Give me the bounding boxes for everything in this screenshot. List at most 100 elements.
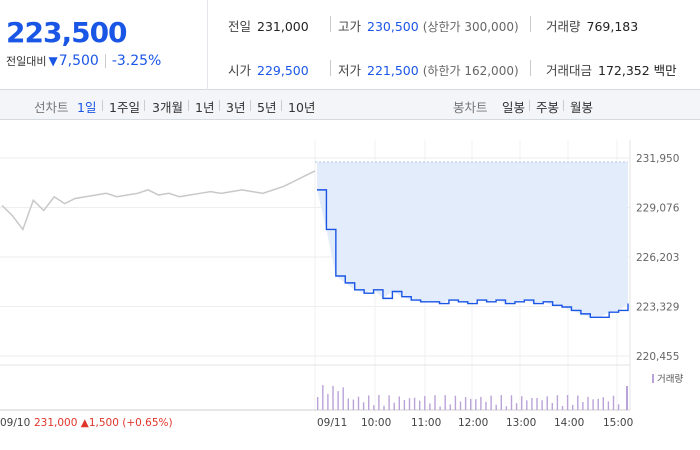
quote-summary-panel: 223,500 전일대비 ▼ 7,500 -3.25% 전일 231,000 고가…: [0, 0, 700, 90]
period-1d[interactable]: 1일: [77, 100, 97, 115]
candle-chart-label: 봉차트: [453, 100, 488, 115]
stat-sub: (상한가 300,000): [422, 20, 519, 34]
y-tick-label: 231,950: [636, 153, 679, 165]
x-tick-label: 09/11: [317, 417, 347, 429]
volume-bar: [464, 397, 467, 410]
price-area-fill: [317, 161, 628, 318]
volume-bar: [398, 396, 400, 410]
x-tick-label: 10:00: [361, 417, 391, 429]
x-tick-label: 15:00: [603, 417, 633, 429]
volume-bar: [612, 395, 615, 410]
stat-open: 시가 229,500: [228, 60, 309, 79]
chart-toolbar: 선차트 1일 1주일 3개월 1년 3년 5년 10년 봉차트 일봉 주봉 월봉: [0, 90, 700, 120]
volume-bar: [434, 395, 436, 410]
line-chart-label: 선차트: [34, 100, 69, 115]
volume-bar: [383, 405, 385, 410]
stat-amount: 거래대금 172,352 백만: [546, 60, 677, 79]
volume-bar: [521, 396, 523, 410]
volume-bar: [485, 401, 487, 410]
volume-bar: [444, 395, 446, 410]
divider: [144, 100, 145, 111]
volume-legend: 거래량: [657, 373, 683, 385]
change-label: 전일대비: [6, 55, 47, 68]
volume-bar: [454, 395, 457, 410]
volume-bar: [526, 400, 528, 410]
period-5y[interactable]: 5년: [257, 100, 277, 115]
volume-bar: [332, 385, 334, 410]
prev-day-close: 231,000: [34, 417, 81, 429]
volume-bar: [337, 391, 339, 410]
period-1w[interactable]: 1주일: [109, 100, 140, 115]
stat-value: 221,500: [367, 63, 419, 78]
period-3m[interactable]: 3개월: [152, 100, 183, 115]
volume-bar: [429, 403, 431, 410]
volume-bar: [556, 395, 559, 410]
divider: [530, 60, 531, 76]
period-10y[interactable]: 10년: [288, 100, 316, 115]
stat-value: 231,000: [257, 19, 309, 34]
candle-weekly[interactable]: 주봉: [536, 100, 560, 115]
down-triangle-icon: ▼: [48, 54, 58, 68]
price-chart: 231,950 229,076 226,203 223,329 220,455 거래량 09…: [0, 120, 700, 450]
stat-label: 전일: [228, 19, 252, 34]
volume-bar: [536, 398, 538, 410]
current-price: 223,500: [6, 16, 128, 49]
volume-bar: [342, 387, 344, 410]
stat-label: 고가: [338, 19, 362, 34]
stat-label: 시가: [228, 63, 252, 78]
stat-value: 229,500: [257, 63, 309, 78]
volume-bar: [500, 395, 502, 410]
price-chart-svg: 231,950 229,076 226,203 223,329 220,455 거래량 09…: [0, 140, 683, 429]
price-stats: 전일 231,000 고가 230,500 (상한가 300,000) 거래량 769,…: [208, 0, 700, 90]
volume-bar: [368, 395, 370, 410]
volume-bar: [617, 404, 620, 410]
volume-bar: [582, 401, 584, 410]
volume-bar: [393, 402, 395, 410]
volume-bar: [424, 396, 426, 410]
y-tick-label: 223,329: [636, 302, 679, 314]
stat-value: 230,500: [367, 19, 419, 34]
change-row: 전일대비 ▼ 7,500 -3.25%: [6, 53, 161, 69]
divider: [529, 100, 530, 111]
stat-low: 저가 221,500 (하한가 162,000): [338, 60, 519, 79]
stat-label: 거래량: [546, 19, 581, 34]
volume-bar: [515, 403, 518, 410]
period-1y[interactable]: 1년: [195, 100, 215, 115]
volume-legend-swatch: [652, 374, 654, 383]
volume-bar: [347, 398, 349, 410]
volume-bar: [510, 395, 513, 410]
current-price-box: 223,500 전일대비 ▼ 7,500 -3.25%: [0, 0, 208, 90]
volume-bar: [408, 398, 411, 410]
volume-bar: [413, 397, 416, 410]
divider: [102, 100, 103, 111]
stat-label: 저가: [338, 63, 362, 78]
prev-day-line: [1, 170, 316, 232]
volume-bar: [322, 385, 324, 410]
volume-bar: [587, 396, 589, 410]
up-triangle-icon: ▲: [81, 417, 90, 429]
period-3y[interactable]: 3년: [226, 100, 246, 115]
candle-daily[interactable]: 일봉: [502, 100, 526, 115]
stat-high: 고가 230,500 (상한가 300,000): [338, 16, 519, 35]
change-percent: -3.25%: [111, 53, 162, 69]
volume-bar: [551, 403, 553, 410]
volume-bar: [597, 398, 599, 410]
volume-bar: [495, 404, 497, 410]
candle-monthly[interactable]: 월봉: [570, 100, 594, 115]
divider: [530, 16, 531, 32]
divider: [250, 100, 251, 111]
divider: [563, 100, 564, 111]
y-tick-label: 226,203: [636, 252, 679, 264]
divider: [219, 100, 220, 111]
volume-bar: [378, 395, 380, 410]
stat-value: 172,352 백만: [598, 63, 677, 78]
divider: [188, 100, 189, 111]
y-tick-label: 229,076: [636, 203, 680, 215]
volume-bar: [388, 395, 390, 410]
volume-bar: [531, 397, 533, 410]
volume-bar: [317, 397, 319, 410]
stat-label: 거래대금: [546, 63, 593, 78]
stat-sub: (하한가 162,000): [422, 64, 519, 78]
prev-day-summary: 231,000 ▲1,500 (+0.65%): [34, 417, 173, 429]
volume-bar: [419, 400, 421, 410]
